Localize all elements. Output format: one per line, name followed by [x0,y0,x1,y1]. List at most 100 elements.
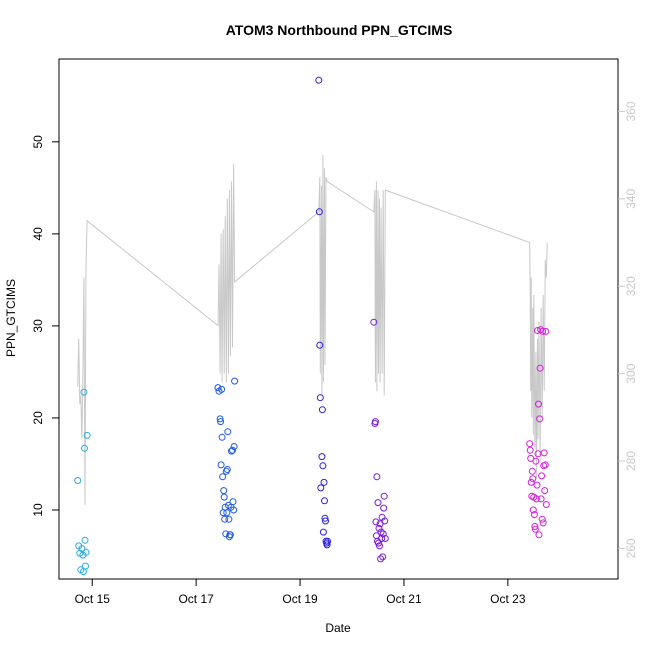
data-point [380,504,388,512]
data-point [540,449,548,457]
x-axis: Oct 15 Oct 17 Oct 19 Oct 21 Oct 23 [75,579,526,606]
data-point [372,518,380,526]
data-point [541,461,549,469]
data-point [378,535,386,542]
data-point [537,495,545,503]
x-tick-label: Oct 21 [386,592,422,606]
data-point [319,528,327,536]
data-point [224,428,232,436]
data-point [527,454,535,462]
line-series-layer [77,155,548,505]
data-point [318,406,326,414]
x-tick-label: Oct 19 [282,592,318,606]
data-point [538,472,546,480]
data-point [320,478,328,486]
data-point [229,498,237,506]
y2-tick-label: 360 [624,101,638,121]
y-axis-label: PPN_GTCIMS [4,279,18,357]
data-point [316,341,324,349]
data-point [531,523,539,530]
data-point [321,497,328,505]
data-point [223,466,231,473]
data-point [315,208,323,216]
y2-tick-label: 340 [624,188,638,208]
data-point [379,553,387,561]
data-point [231,377,239,385]
data-point [80,388,88,396]
data-point [381,517,389,525]
data-point [529,475,537,483]
data-point [526,446,534,454]
y-tick-label: 20 [31,411,45,425]
data-point [225,515,233,523]
x-axis-label: Date [325,621,351,635]
x-tick-label: Oct 17 [178,592,214,606]
y-axis: 10 20 30 40 50 [31,135,59,517]
data-point [532,457,540,465]
data-point [376,542,383,550]
data-point [221,515,229,523]
data-point [74,477,82,484]
data-point [373,473,381,481]
data-point [83,431,91,439]
secondary-line-series [77,155,548,505]
data-point [541,487,549,495]
data-point [533,481,541,489]
data-point [81,444,88,452]
data-point [220,493,228,501]
data-point [230,443,238,450]
data-point [530,511,538,519]
data-point [531,525,539,533]
data-point [532,495,540,503]
data-point [217,461,225,469]
data-point [229,446,236,454]
data-point [81,536,89,544]
y2-tick-label: 300 [624,363,638,383]
data-point [536,415,544,423]
x-tick-label: Oct 15 [75,592,111,606]
data-point [218,433,226,441]
data-point [223,509,231,517]
data-point [534,327,541,334]
data-point [315,76,323,84]
data-point [529,506,537,514]
y-tick-label: 10 [31,503,45,517]
y-tick-label: 30 [31,319,45,333]
y-tick-label: 50 [31,135,45,149]
data-point [542,501,550,508]
data-point [324,537,332,545]
data-point [318,453,326,461]
data-point [226,531,234,539]
data-point [370,318,378,326]
y2-tick-label: 320 [624,276,638,296]
data-point [218,385,226,393]
data-point [219,473,227,481]
data-point [220,487,228,495]
chart-title: ATOM3 Northbound PPN_GTCIMS [226,22,453,38]
data-point [214,384,222,392]
data-point [317,484,325,492]
data-point [316,394,324,402]
data-point [377,555,385,563]
y2-axis: 260 280 300 320 340 360 [618,101,638,558]
data-point [539,327,547,335]
data-point [374,499,382,507]
data-point [323,541,331,549]
y2-tick-label: 260 [624,538,638,558]
data-point [538,515,546,523]
data-point [216,415,224,423]
data-point [539,519,547,527]
data-point [82,548,90,556]
data-point [375,524,383,532]
data-point [322,517,329,525]
data-point [535,400,542,408]
data-point [535,531,543,539]
y2-tick-label: 280 [624,451,638,471]
data-point [371,418,379,426]
plot-area [58,58,619,580]
data-point [78,545,86,553]
data-point [381,535,389,542]
data-point [319,462,327,470]
data-point [321,514,329,522]
